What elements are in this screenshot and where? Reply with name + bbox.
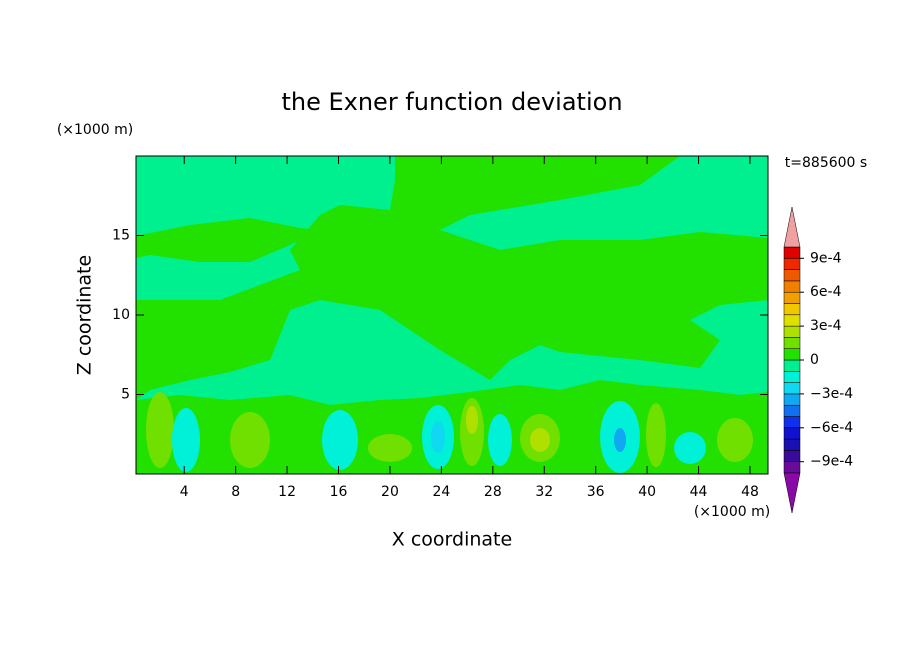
field-region: [146, 392, 174, 468]
x-tick-label: 4: [180, 484, 189, 500]
field-region: [614, 428, 626, 452]
x-tick-label: 48: [741, 484, 759, 500]
field-region: [368, 434, 412, 462]
colorbar-bin: [783, 438, 801, 451]
colorbar-tick-label: 0: [810, 352, 819, 368]
x-tick-label: 8: [231, 484, 240, 500]
colorbar-tick-label: 3e-4: [810, 318, 842, 334]
colorbar-bin: [783, 461, 801, 474]
colorbar-tick-label: 6e-4: [810, 284, 842, 300]
field-region: [530, 428, 550, 452]
contour-field: [136, 156, 768, 474]
y-unit: (×1000 m): [57, 122, 133, 138]
x-tick-label: 16: [330, 484, 348, 500]
x-unit: (×1000 m): [694, 504, 770, 520]
colorbar-bin: [783, 258, 801, 270]
field-region: [674, 432, 706, 464]
field-region: [136, 156, 768, 400]
field-region: [322, 410, 358, 470]
colorbar-bin: [783, 325, 801, 338]
field-region: [172, 408, 200, 472]
colorbar-bin: [783, 246, 801, 259]
x-axis-label: X coordinate: [392, 529, 512, 551]
y-axis-label: Z coordinate: [74, 255, 96, 375]
colorbar-bin: [783, 291, 801, 304]
colorbar-bin: [783, 371, 801, 383]
field-region: [646, 403, 666, 467]
x-tick-label: 24: [432, 484, 450, 500]
colorbar-bin: [783, 314, 801, 327]
y-tick-label: 5: [121, 387, 130, 403]
colorbar-bin: [783, 404, 801, 417]
colorbar-tick-label: −3e-4: [810, 386, 853, 402]
colorbar-bin: [783, 359, 801, 372]
colorbar-bin: [783, 280, 801, 293]
colorbar-extension: [783, 472, 801, 514]
x-tick-label: 12: [278, 484, 296, 500]
colorbar-bin: [783, 382, 801, 395]
x-tick-label: 20: [381, 484, 399, 500]
y-tick-label: 15: [112, 228, 130, 244]
field-region: [488, 414, 512, 466]
colorbar-bin: [783, 303, 801, 316]
colorbar-bin: [783, 269, 801, 282]
x-tick-label: 32: [535, 484, 553, 500]
field-region: [717, 418, 753, 462]
y-tick-label: 10: [112, 307, 130, 323]
colorbar-extension: [783, 206, 801, 248]
colorbar-tick-label: −9e-4: [810, 454, 853, 470]
colorbar-tick-label: −6e-4: [810, 420, 853, 436]
colorbar-tick-label: 9e-4: [810, 250, 842, 266]
colorbar-bin: [783, 337, 801, 349]
chart-title: the Exner function deviation: [281, 88, 622, 116]
colorbar-bin: [783, 393, 801, 406]
time-label: t=885600 s: [785, 155, 867, 171]
field-region: [136, 218, 320, 262]
colorbar-bin: [783, 427, 801, 440]
field-region: [431, 421, 445, 453]
field-region: [230, 412, 270, 468]
colorbar-bin: [783, 450, 801, 462]
field-region: [466, 406, 478, 434]
x-tick-label: 44: [690, 484, 708, 500]
colorbar-bin: [783, 348, 801, 361]
x-tick-label: 36: [587, 484, 605, 500]
colorbar-bin: [783, 416, 801, 429]
x-tick-label: 40: [638, 484, 656, 500]
x-tick-label: 28: [484, 484, 502, 500]
